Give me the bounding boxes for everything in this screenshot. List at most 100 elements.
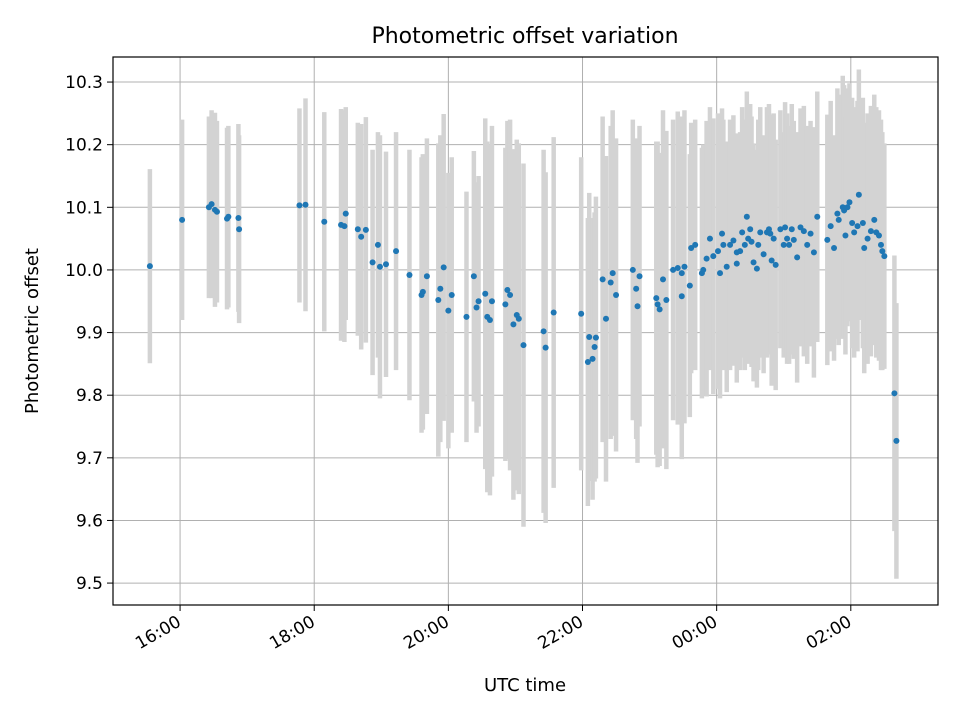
data-point-71 [670, 266, 677, 273]
data-point-72 [674, 265, 681, 272]
data-point-142 [867, 228, 874, 235]
data-point-112 [780, 241, 787, 248]
data-point-110 [772, 261, 779, 268]
x-axis-ticks: 16:00 18:00 20:00 22:00 00:00 02:00 [132, 605, 855, 654]
data-point-37 [482, 290, 489, 297]
data-point-27 [423, 273, 430, 280]
data-point-98 [747, 226, 754, 233]
data-point-96 [743, 213, 750, 220]
data-point-7 [225, 213, 232, 220]
data-point-133 [844, 204, 851, 211]
data-point-21 [376, 263, 383, 270]
error-bars [147, 69, 899, 579]
data-point-126 [827, 223, 834, 230]
data-point-124 [814, 213, 821, 220]
data-point-30 [440, 264, 447, 271]
data-point-41 [502, 301, 509, 308]
data-point-140 [861, 245, 868, 252]
data-point-51 [578, 310, 585, 317]
data-point-65 [636, 273, 643, 280]
data-point-59 [607, 279, 614, 286]
data-point-28 [435, 296, 442, 303]
data-point-87 [720, 241, 727, 248]
data-point-94 [739, 229, 746, 236]
data-point-32 [448, 291, 455, 298]
data-point-123 [810, 249, 817, 256]
data-point-54 [589, 355, 596, 362]
data-point-73 [678, 270, 685, 277]
x-tick-label-4: 00:00 [669, 612, 721, 654]
data-point-120 [800, 228, 807, 235]
data-point-11 [302, 201, 309, 208]
data-point-9 [236, 226, 243, 233]
data-point-78 [686, 282, 693, 289]
y-tick-label-4: 9.9 [76, 324, 103, 344]
data-point-99 [748, 238, 755, 245]
data-point-61 [613, 291, 620, 298]
data-point-69 [660, 276, 666, 283]
y-tick-label-8: 10.3 [65, 73, 103, 93]
data-point-44 [510, 321, 517, 328]
data-point-129 [835, 216, 842, 223]
data-point-3 [208, 201, 215, 208]
data-point-16 [354, 226, 361, 233]
data-point-100 [750, 259, 757, 266]
data-point-95 [741, 241, 748, 248]
data-point-101 [753, 265, 760, 272]
data-point-134 [846, 199, 853, 206]
data-point-116 [788, 226, 795, 233]
data-point-60 [609, 270, 616, 277]
data-point-40 [488, 298, 495, 305]
data-point-17 [358, 233, 365, 240]
data-point-0 [146, 263, 153, 270]
data-point-55 [591, 343, 598, 350]
data-point-10 [296, 202, 303, 209]
data-point-68 [656, 306, 663, 313]
data-point-108 [768, 257, 775, 264]
data-point-14 [341, 223, 348, 230]
data-point-39 [486, 317, 493, 324]
data-point-122 [807, 230, 814, 237]
data-point-150 [893, 437, 900, 444]
data-point-63 [633, 285, 640, 292]
data-point-104 [760, 251, 767, 258]
data-point-26 [419, 288, 426, 295]
data-point-1 [179, 216, 186, 223]
data-point-56 [592, 334, 599, 341]
data-point-64 [634, 303, 641, 310]
x-tick-label-3: 22:00 [535, 612, 587, 654]
chart-title: Photometric offset variation [371, 24, 678, 49]
data-point-109 [770, 235, 777, 242]
data-point-113 [782, 224, 789, 231]
data-point-31 [445, 307, 452, 314]
data-point-149 [891, 390, 898, 397]
y-axis-ticks: 9.5 9.6 9.7 9.8 9.9 10.0 10.1 10.2 10.3 [65, 73, 113, 594]
data-point-89 [727, 241, 734, 248]
y-tick-label-1: 9.6 [76, 511, 103, 531]
data-point-5 [213, 208, 220, 215]
x-tick-label-2: 20:00 [400, 612, 452, 654]
plot-frame [112, 56, 939, 606]
data-point-77 [692, 241, 699, 248]
data-point-132 [842, 232, 849, 239]
data-point-74 [681, 263, 688, 270]
data-point-57 [599, 276, 606, 283]
data-point-127 [831, 245, 838, 252]
data-point-137 [854, 223, 861, 230]
data-point-22 [382, 261, 389, 268]
data-point-49 [542, 344, 549, 351]
data-point-135 [849, 219, 856, 226]
data-point-70 [663, 296, 670, 303]
data-point-58 [602, 315, 609, 322]
data-point-62 [629, 266, 636, 273]
data-point-42 [504, 286, 511, 293]
data-point-50 [550, 309, 557, 316]
data-point-82 [706, 235, 713, 242]
data-point-107 [767, 230, 774, 237]
data-point-36 [475, 298, 482, 305]
data-point-24 [406, 271, 413, 278]
data-point-143 [871, 216, 878, 223]
data-point-46 [515, 315, 522, 322]
data-point-20 [374, 241, 381, 248]
data-point-114 [784, 235, 791, 242]
